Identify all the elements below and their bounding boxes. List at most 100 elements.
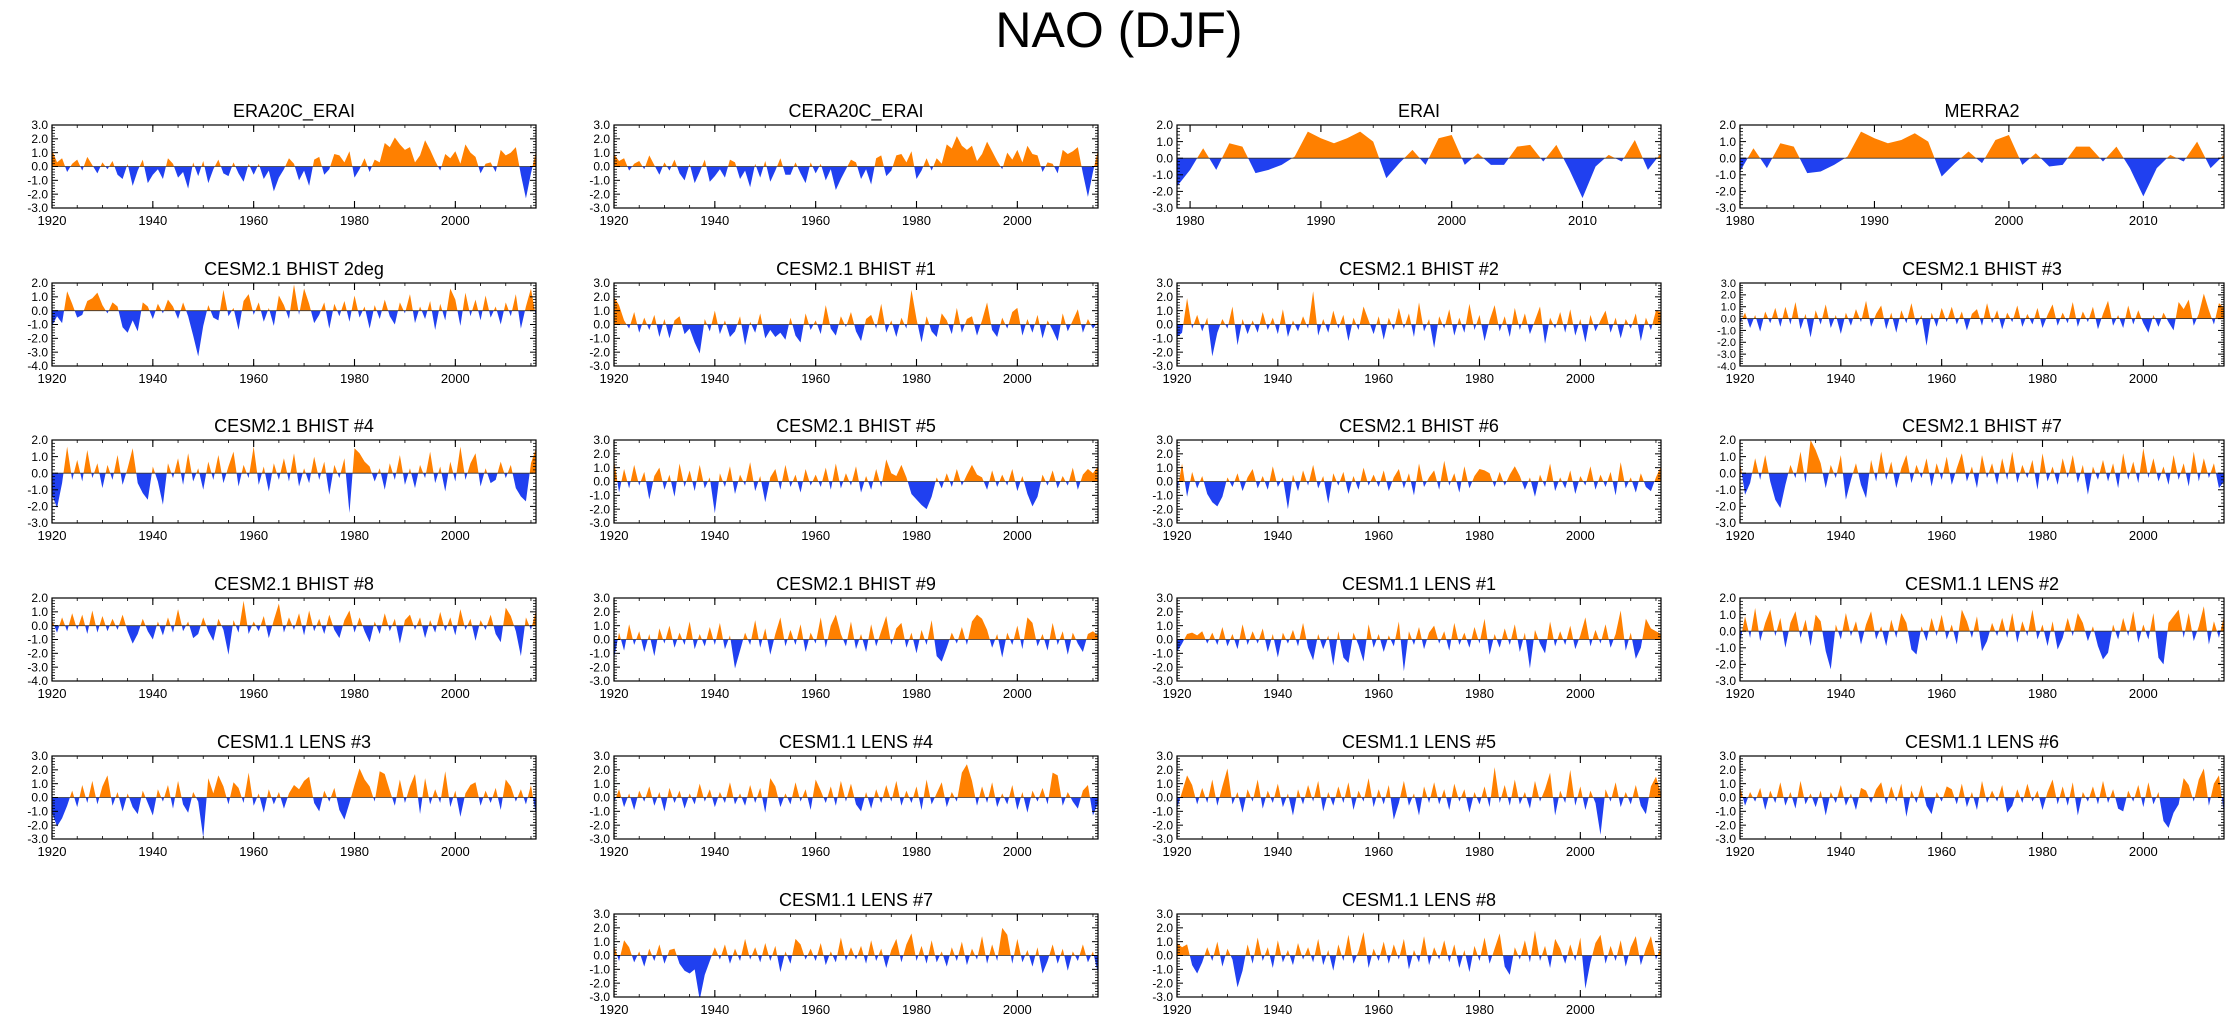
panel-16: CESM1.1 LENS #2 2.0 1.0 0.0 -1.0 -2.0 -3.01920… — [1715, 574, 2225, 701]
y-tick-label: -2.0 — [589, 818, 610, 832]
x-tick-label: 1980 — [902, 528, 931, 543]
x-tick-label: 1940 — [1826, 528, 1855, 543]
y-tick-label: -2.0 — [27, 647, 48, 661]
y-tick-label: 0.0 — [31, 304, 48, 318]
negative-area — [614, 481, 1098, 514]
negative-area — [614, 324, 1098, 354]
positive-area — [52, 446, 536, 474]
x-tick-label: 1980 — [902, 844, 931, 859]
y-tick-label: 2.0 — [593, 447, 610, 461]
y-tick-label: 1.0 — [31, 146, 48, 160]
y-tick-label: -1.0 — [1152, 332, 1173, 346]
panel-9: CESM2.1 BHIST #4 2.0 1.0 0.0 -1.0 -2.0 -3.0192… — [27, 416, 537, 543]
y-tick-label: 1.0 — [1719, 450, 1736, 464]
panel-2: CERA20C_ERAI 3.02.01.00.0-1.0-2.0-3.01920… — [589, 101, 1099, 228]
y-tick-label: -3.0 — [27, 660, 48, 674]
y-tick-label: -4.0 — [27, 359, 48, 373]
x-tick-label: 1980 — [2028, 844, 2057, 859]
positive-area — [1740, 768, 2224, 798]
x-tick-label: 1980 — [340, 371, 369, 386]
panel-title: CESM1.1 LENS #6 — [1905, 732, 2059, 752]
x-tick-label: 1960 — [801, 528, 830, 543]
y-tick-label: -2.0 — [27, 187, 48, 201]
y-tick-label: 2.0 — [593, 921, 610, 935]
x-tick-label: 1960 — [1364, 686, 1393, 701]
x-tick-label: 1920 — [1726, 844, 1755, 859]
panel-title: CERA20C_ERAI — [788, 101, 923, 122]
y-tick-label: -1.0 — [27, 174, 48, 188]
y-tick-label: -1.0 — [589, 174, 610, 188]
x-tick-label: 1940 — [1263, 371, 1292, 386]
y-tick-label: 1.0 — [593, 304, 610, 318]
y-tick-label: -1.0 — [1152, 168, 1173, 182]
y-tick-label: -3.0 — [589, 832, 610, 846]
panel-13: CESM2.1 BHIST #8 2.01.00.0-1.0-2.0-3.0-4.… — [27, 574, 537, 701]
y-tick-label: -2.0 — [589, 345, 610, 359]
x-tick-label: 1980 — [1465, 686, 1494, 701]
x-tick-label: 1980 — [902, 686, 931, 701]
negative-area — [52, 166, 536, 199]
y-tick-label: 3.0 — [1156, 749, 1173, 763]
x-tick-label: 1960 — [801, 1002, 830, 1017]
panel-14: CESM2.1 BHIST #9 3.02.01.00.0-1.0-2.0-3.0… — [589, 574, 1099, 701]
y-tick-label: 1.0 — [31, 450, 48, 464]
x-tick-label: 2010 — [2129, 213, 2158, 228]
positive-area — [1177, 930, 1661, 956]
y-tick-label: -2.0 — [1715, 818, 1736, 832]
x-tick-label: 1920 — [1163, 528, 1192, 543]
panel-title: MERRA2 — [1944, 101, 2019, 121]
y-tick-label: -2.0 — [1152, 502, 1173, 516]
y-tick-label: 1.0 — [1719, 608, 1736, 622]
negative-area — [1740, 797, 2224, 828]
y-tick-label: 0.0 — [1719, 624, 1736, 638]
y-tick-label: 2.0 — [593, 290, 610, 304]
negative-area — [52, 310, 536, 357]
panel-title: CESM1.1 LENS #3 — [217, 732, 371, 752]
y-tick-label: 2.0 — [31, 433, 48, 447]
y-tick-label: -3.0 — [1152, 359, 1173, 373]
positive-area — [52, 768, 536, 798]
positive-area — [614, 136, 1098, 167]
x-tick-label: 2000 — [441, 844, 470, 859]
y-tick-label: 2.0 — [1719, 763, 1736, 777]
x-tick-label: 1960 — [1364, 1002, 1393, 1017]
y-tick-label: 0.0 — [31, 466, 48, 480]
y-tick-label: -3.0 — [1152, 990, 1173, 1004]
y-tick-label: -2.0 — [1715, 658, 1736, 672]
positive-area — [614, 764, 1098, 798]
y-tick-label: 1.0 — [593, 461, 610, 475]
x-tick-label: 1980 — [1465, 1002, 1494, 1017]
x-tick-label: 1940 — [138, 686, 167, 701]
y-tick-label: 3.0 — [1156, 276, 1173, 290]
x-tick-label: 1980 — [1465, 844, 1494, 859]
panel-12: CESM2.1 BHIST #7 2.0 1.0 0.0 -1.0 -2.0 -3.0192… — [1715, 416, 2225, 543]
panel-title: CESM2.1 BHIST 2deg — [204, 259, 384, 279]
x-tick-label: 2000 — [1003, 528, 1032, 543]
y-tick-label: -3.0 — [27, 201, 48, 215]
y-tick-label: 3.0 — [1156, 591, 1173, 605]
x-tick-label: 1920 — [1163, 844, 1192, 859]
x-tick-label: 1980 — [2028, 371, 2057, 386]
y-tick-label: -3.0 — [589, 359, 610, 373]
positive-area — [1177, 610, 1661, 640]
y-tick-label: 2.0 — [1156, 447, 1173, 461]
positive-area — [614, 459, 1098, 482]
x-tick-label: 1940 — [1826, 844, 1855, 859]
x-tick-label: 1960 — [239, 371, 268, 386]
y-tick-label: 3.0 — [31, 118, 48, 132]
y-tick-label: 2.0 — [1721, 290, 1736, 302]
positive-area — [614, 289, 1098, 325]
y-tick-label: -1.0 — [589, 647, 610, 661]
y-tick-label: -3.0 — [1715, 674, 1736, 688]
x-tick-label: 1960 — [1927, 371, 1956, 386]
figure-title: NAO (DJF) — [995, 2, 1243, 58]
x-tick-label: 2000 — [2129, 844, 2158, 859]
y-tick-label: 2.0 — [31, 132, 48, 146]
panel-10: CESM2.1 BHIST #5 3.02.01.00.0-1.0-2.0-3.0… — [589, 416, 1099, 543]
panel-title: CESM2.1 BHIST #1 — [776, 259, 936, 279]
y-tick-label: 2.0 — [1719, 118, 1736, 132]
y-tick-label: -3.0 — [1152, 674, 1173, 688]
